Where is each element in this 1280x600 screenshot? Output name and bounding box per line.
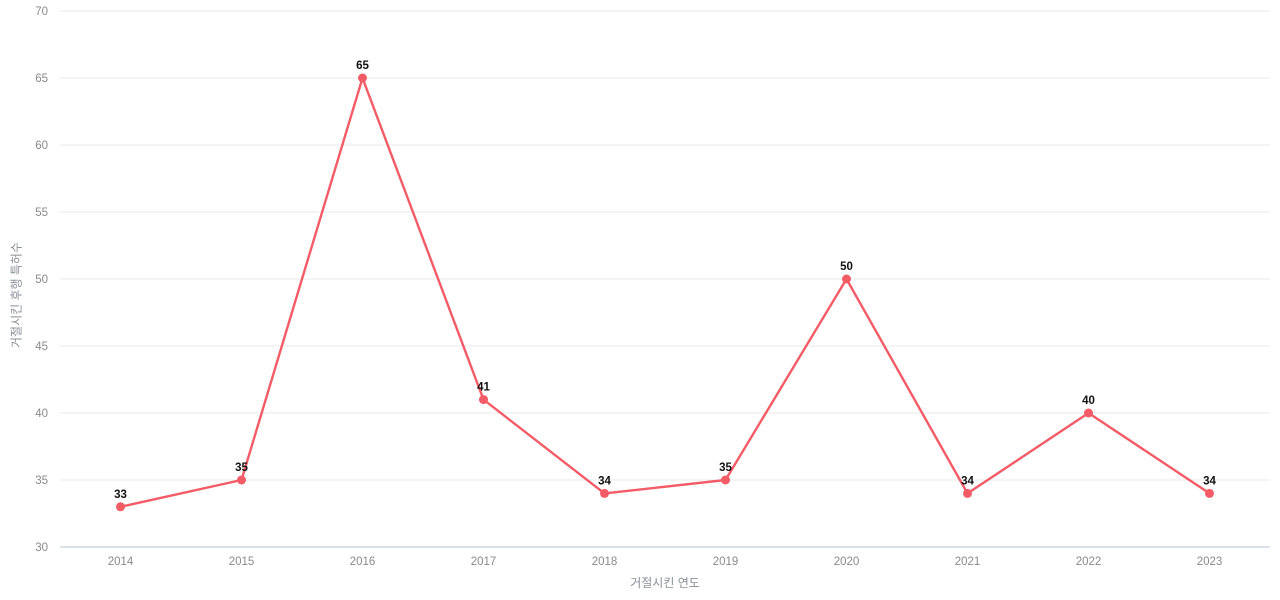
data-point-label: 33	[114, 489, 127, 501]
data-point-label: 41	[477, 382, 490, 394]
data-point-marker[interactable]	[600, 488, 609, 498]
data-point-label: 65	[356, 60, 369, 72]
data-point-label: 50	[840, 261, 853, 273]
x-tick-label: 2018	[592, 556, 618, 568]
y-tick-label: 35	[35, 475, 48, 487]
data-point-label: 34	[1203, 475, 1216, 487]
data-point-marker[interactable]	[116, 502, 125, 512]
y-axis-title: 거절시킨 후행 특허수	[9, 241, 24, 349]
y-tick-label: 70	[35, 6, 48, 18]
x-tick-label: 2021	[955, 556, 981, 568]
x-tick-label: 2017	[471, 556, 497, 568]
y-tick-label: 65	[35, 73, 48, 85]
x-tick-label: 2020	[834, 556, 860, 568]
data-point-marker[interactable]	[721, 475, 730, 485]
x-tick-label: 2015	[229, 556, 255, 568]
x-tick-label: 2023	[1197, 556, 1223, 568]
data-point-marker[interactable]	[479, 395, 488, 405]
x-tick-label: 2014	[108, 556, 134, 568]
data-point-label: 40	[1082, 395, 1095, 407]
data-point-marker[interactable]	[358, 73, 367, 83]
data-point-marker[interactable]	[1205, 488, 1214, 498]
data-point-label: 34	[598, 475, 611, 487]
y-tick-label: 50	[35, 274, 48, 286]
data-point-marker[interactable]	[1084, 408, 1093, 418]
x-axis-title: 거절시킨 연도	[630, 576, 700, 590]
data-point-marker[interactable]	[237, 475, 246, 485]
x-tick-label: 2016	[350, 556, 376, 568]
y-tick-label: 30	[35, 542, 48, 554]
x-tick-label: 2019	[713, 556, 739, 568]
data-point-label: 35	[719, 462, 732, 474]
x-tick-label: 2022	[1076, 556, 1102, 568]
series-line	[119, 76, 1211, 508]
data-point-label: 34	[961, 475, 974, 487]
y-tick-label: 60	[35, 140, 48, 152]
y-tick-label: 55	[35, 207, 48, 219]
data-point-marker[interactable]	[842, 274, 851, 284]
y-tick-label: 45	[35, 341, 48, 353]
data-point-marker[interactable]	[963, 488, 972, 498]
data-point-label: 35	[235, 462, 248, 474]
y-tick-label: 40	[35, 408, 48, 420]
